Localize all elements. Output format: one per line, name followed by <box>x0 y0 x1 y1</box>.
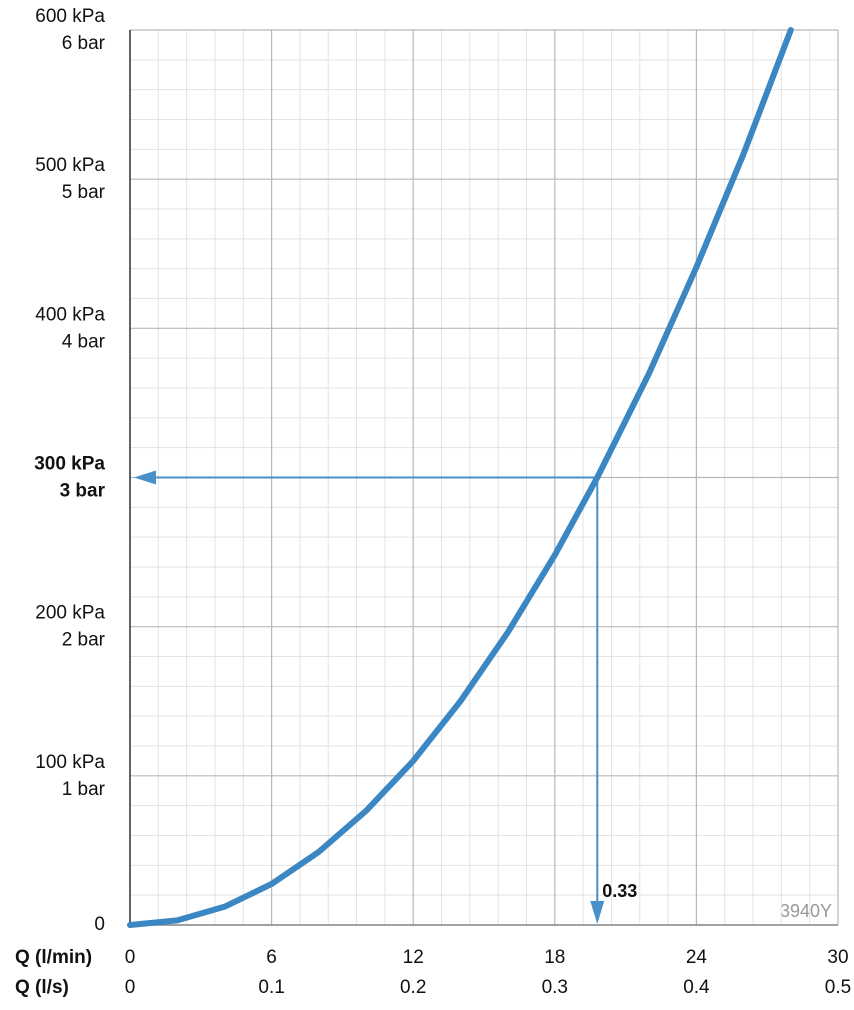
x-tick-label: 24 <box>686 947 708 968</box>
watermark: 3940Y <box>780 901 832 921</box>
y2-tick-label: 4 bar <box>62 331 106 352</box>
y2-tick-label: 6 bar <box>62 33 106 54</box>
arrow-head <box>590 901 605 924</box>
curve <box>127 27 794 928</box>
annotation-label: 0.33 <box>602 881 637 901</box>
y-tick-label: 200 kPa <box>35 603 105 624</box>
x-tick-label: 6 <box>266 947 277 968</box>
y2-tick-label: 1 bar <box>62 779 106 800</box>
x2-tick-label: 0.5 <box>825 977 851 998</box>
x-tick-label: 18 <box>544 947 565 968</box>
x2-tick-label: 0 <box>125 977 136 998</box>
x2-tick-label: 0.4 <box>683 977 710 998</box>
x-tick-label: 12 <box>403 947 424 968</box>
y2-tick-label: 2 bar <box>62 630 106 651</box>
x2-axis-label: Q (l/s) <box>15 977 69 998</box>
x-axis-label: Q (l/min) <box>15 947 92 968</box>
arrow-head <box>134 470 156 485</box>
x2-tick-label: 0.3 <box>542 977 568 998</box>
y-tick-label: 300 kPa <box>34 454 105 475</box>
x-tick-label: 30 <box>827 947 848 968</box>
y-tick-label: 500 kPa <box>35 155 105 176</box>
y-tick-label: 600 kPa <box>35 6 105 27</box>
x-tick-label: 0 <box>125 947 136 968</box>
y-tick-label: 100 kPa <box>35 752 105 773</box>
y2-tick-label: 5 bar <box>62 182 106 203</box>
y2-tick-label: 3 bar <box>60 481 106 502</box>
x2-tick-label: 0.2 <box>400 977 426 998</box>
x2-tick-label: 0.1 <box>258 977 284 998</box>
y-tick-label: 400 kPa <box>35 304 105 325</box>
y-tick-label: 0 <box>94 914 105 935</box>
